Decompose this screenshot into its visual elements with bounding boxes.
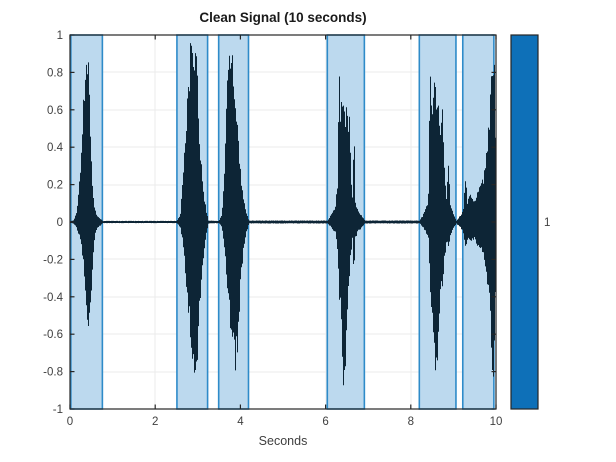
colorbar-tick-label: 1 [544, 217, 550, 229]
axis-ticks [69, 34, 497, 410]
x-tick-label: 2 [152, 416, 158, 428]
x-tick-label: 8 [408, 416, 414, 428]
y-tick-labels: 1 0.8 0.6 0.4 0.2 0 -0.2 -0.4 -0.6 -0.8 -1 [43, 30, 63, 416]
x-tick-label: 0 [67, 416, 73, 428]
y-tick-label: 0.2 [47, 180, 63, 192]
y-tick-label: 0.6 [47, 105, 63, 117]
y-tick-label: 1 [57, 30, 63, 42]
x-tick-label: 6 [322, 416, 328, 428]
y-tick-label: -0.6 [43, 329, 63, 341]
x-tick-label: 10 [490, 416, 503, 428]
colorbar: 1 [510, 34, 550, 410]
plot-title: Clean Signal (10 seconds) [199, 10, 366, 25]
y-tick-label: -0.8 [43, 367, 63, 379]
colorbar-bar [510, 34, 539, 410]
y-tick-label: 0.4 [47, 142, 64, 154]
y-tick-label: 0 [57, 217, 63, 229]
y-tick-label: 0.8 [47, 67, 63, 79]
y-tick-label: -0.2 [43, 254, 63, 266]
x-tick-label: 4 [237, 416, 244, 428]
x-tick-labels: 0 2 4 6 8 10 [67, 416, 503, 428]
y-tick-label: -0.4 [43, 292, 63, 304]
x-axis-label: Seconds [259, 434, 308, 448]
y-tick-label: -1 [53, 404, 63, 416]
